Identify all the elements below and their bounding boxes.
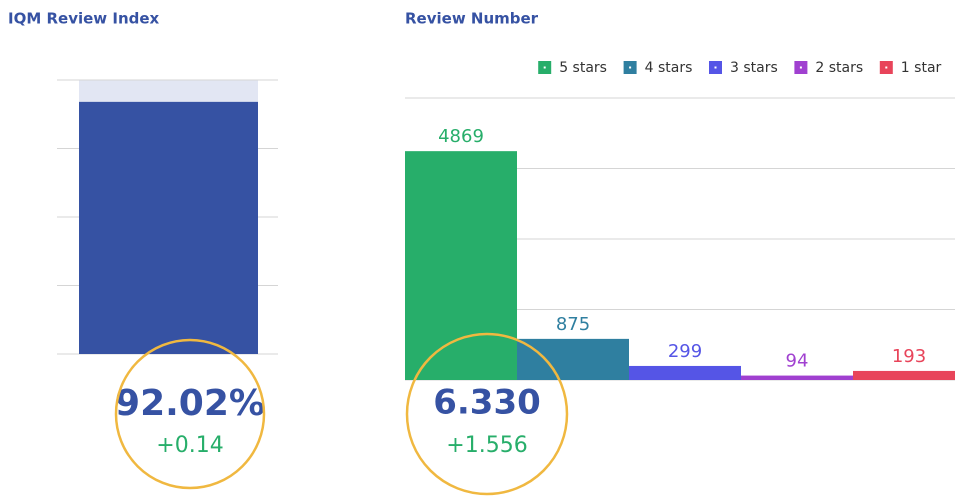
value-label: 94 — [786, 351, 809, 372]
legend-dot — [629, 66, 632, 69]
total-label: 6.330 — [433, 383, 541, 423]
chart-title: Review Number — [405, 10, 539, 28]
legend-label: 4 stars — [645, 60, 693, 76]
value-label: 92.02% — [115, 383, 265, 424]
value-label: 299 — [668, 341, 702, 362]
bar — [79, 101, 258, 354]
highlight-circle — [114, 338, 266, 490]
highlight-circle — [405, 332, 569, 496]
bar — [517, 338, 629, 380]
legend-dot — [885, 66, 888, 69]
legend-label: 3 stars — [730, 60, 778, 76]
legend-dot — [543, 66, 546, 69]
value-label: 875 — [556, 314, 590, 335]
change-label: +0.14 — [156, 433, 223, 458]
legend-label: 1 star — [901, 60, 942, 76]
bar — [853, 370, 955, 380]
value-label: 193 — [892, 346, 926, 367]
legend-dot — [714, 66, 717, 69]
legend-label: 5 stars — [559, 60, 607, 76]
bar — [629, 365, 741, 380]
bar — [405, 151, 517, 380]
bar — [741, 375, 853, 380]
chart-title: IQM Review Index — [8, 10, 160, 28]
change-label: +1.556 — [446, 433, 527, 458]
legend-dot — [799, 66, 802, 69]
legend-label: 2 stars — [815, 60, 863, 76]
value-label: 4869 — [438, 126, 484, 147]
